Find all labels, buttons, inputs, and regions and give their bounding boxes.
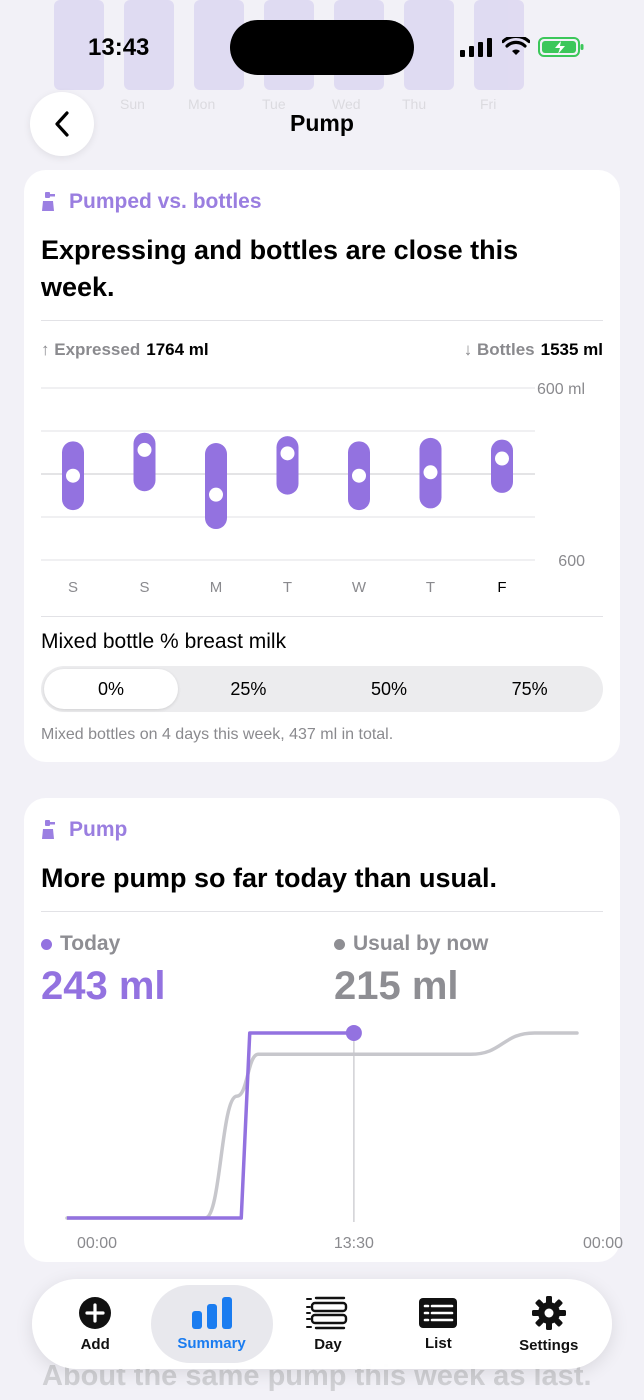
range-bar xyxy=(276,436,299,495)
expressed-stat: ↑ Expressed 1764 ml xyxy=(41,340,209,360)
x-tick-label: M xyxy=(210,579,223,596)
segment-0-percent[interactable]: 0% xyxy=(44,669,178,709)
usual-value: 215 ml xyxy=(334,964,459,1008)
arrow-up-icon: ↑ xyxy=(41,340,50,359)
range-bar xyxy=(491,439,513,493)
usual-label: Usual by now xyxy=(353,932,489,955)
x-tick-label: T xyxy=(283,579,292,596)
bottles-stat: ↓ Bottles 1535 ml xyxy=(464,340,603,360)
plus-circle-icon xyxy=(79,1296,112,1329)
x-tick-label: F xyxy=(497,579,506,596)
pump-today-chart: 00:00 13:30 00:00 xyxy=(65,1024,623,1252)
x-tick-label: 00:00 xyxy=(583,1235,623,1252)
bg-day-label: Wed xyxy=(332,96,361,112)
bg-day-label: Thu xyxy=(402,96,427,112)
tab-add[interactable]: Add xyxy=(40,1285,150,1363)
tab-label: Summary xyxy=(177,1334,246,1352)
tab-list[interactable]: List xyxy=(383,1285,493,1363)
bg-day-label: Mon xyxy=(188,96,216,112)
range-dot xyxy=(66,468,80,483)
bg-day-label: Fri xyxy=(480,96,497,112)
card-header: Pumped vs. bottles xyxy=(41,190,262,214)
tab-settings[interactable]: Settings xyxy=(494,1285,604,1363)
dynamic-island xyxy=(230,20,414,75)
mixed-bottles-note: Mixed bottles on 4 days this week, 437 m… xyxy=(41,726,394,743)
list-icon xyxy=(419,1297,458,1328)
divider xyxy=(41,616,603,617)
range-dot xyxy=(423,465,438,480)
card-headline: More pump so far today than usual. xyxy=(41,863,498,893)
day-timeline-icon xyxy=(305,1296,348,1329)
usual-line xyxy=(65,1031,579,1220)
chevron-left-icon xyxy=(55,111,69,137)
x-tick-label: 13:30 xyxy=(334,1235,374,1252)
tab-label: Add xyxy=(80,1335,110,1353)
wifi-icon xyxy=(502,37,530,55)
card-header: Pump xyxy=(41,818,127,842)
bg-day-label: Tue xyxy=(262,96,286,112)
expressed-value: 1764 ml xyxy=(146,340,209,359)
pumped-vs-bottles-card: Pumped vs. bottles Expressing and bottle… xyxy=(24,170,620,762)
pump-card: Pump More pump so far today than usual. … xyxy=(24,798,623,1262)
tab-label: Settings xyxy=(519,1336,579,1354)
status-icons xyxy=(460,36,584,58)
card-label: Pump xyxy=(69,818,128,841)
bar-chart-icon xyxy=(191,1296,232,1329)
gear-icon xyxy=(531,1295,566,1330)
card-label: Pumped vs. bottles xyxy=(69,190,262,213)
bottle-pump-icon xyxy=(42,192,55,211)
card-headline: Expressing and bottles are close this we… xyxy=(41,235,519,302)
status-time: 13:43 xyxy=(88,34,150,61)
range-dot xyxy=(209,487,223,502)
x-tick-label: S xyxy=(139,579,149,596)
range-dot xyxy=(137,442,152,457)
today-legend: Today xyxy=(41,932,120,956)
range-bar xyxy=(205,443,227,530)
expressed-label: Expressed xyxy=(54,340,141,359)
divider xyxy=(41,911,603,912)
bottle-pump-icon xyxy=(42,820,55,839)
cellular-signal-icon xyxy=(460,38,492,57)
segment-50-percent[interactable]: 50% xyxy=(370,679,408,699)
today-value: 243 ml xyxy=(41,964,166,1008)
battery-charging-icon xyxy=(538,37,584,57)
usual-legend: Usual by now xyxy=(334,932,488,956)
segment-75-percent[interactable]: 75% xyxy=(511,679,548,699)
x-tick-label: 00:00 xyxy=(77,1235,117,1252)
tab-bar: Add Summary Day List Settings xyxy=(32,1279,612,1369)
page-title: Pump xyxy=(290,110,354,136)
range-dot xyxy=(280,446,295,461)
range-dot xyxy=(352,468,366,483)
bg-day-label: Sun xyxy=(120,96,145,112)
today-label: Today xyxy=(60,932,121,955)
totals-row: ↑ Expressed 1764 ml ↓ Bottles 1535 ml xyxy=(41,340,603,360)
range-bar xyxy=(133,432,156,492)
arrow-down-icon: ↓ xyxy=(463,340,473,359)
status-bar: 13:43 xyxy=(0,0,644,90)
tab-label: Day xyxy=(314,1335,342,1353)
tab-summary[interactable]: Summary xyxy=(150,1285,273,1363)
x-tick-label: S xyxy=(68,579,78,596)
range-dot xyxy=(495,451,509,466)
x-tick-label: T xyxy=(426,579,435,596)
today-endpoint xyxy=(345,1024,362,1041)
back-button[interactable] xyxy=(30,92,94,156)
mixed-percent-selector: 0% 25% 50% 75% xyxy=(41,666,603,712)
mixed-bottle-title: Mixed bottle % breast milk xyxy=(41,630,287,653)
tab-day[interactable]: Day xyxy=(273,1285,383,1363)
legend-dot xyxy=(334,938,345,950)
x-tick-label: W xyxy=(352,579,367,596)
bottles-value: 1535 ml xyxy=(540,340,603,359)
legend-dot xyxy=(41,938,52,950)
tab-label: List xyxy=(425,1334,452,1352)
today-line xyxy=(67,1031,354,1220)
divider xyxy=(41,320,603,321)
pumped-bottles-chart: 600 ml 600 S S M T W T F xyxy=(41,381,585,596)
y-tick-label: 600 xyxy=(558,553,585,570)
segment-25-percent[interactable]: 25% xyxy=(230,679,267,699)
y-tick-label: 600 ml xyxy=(537,381,585,398)
bottles-label: Bottles xyxy=(476,340,535,359)
